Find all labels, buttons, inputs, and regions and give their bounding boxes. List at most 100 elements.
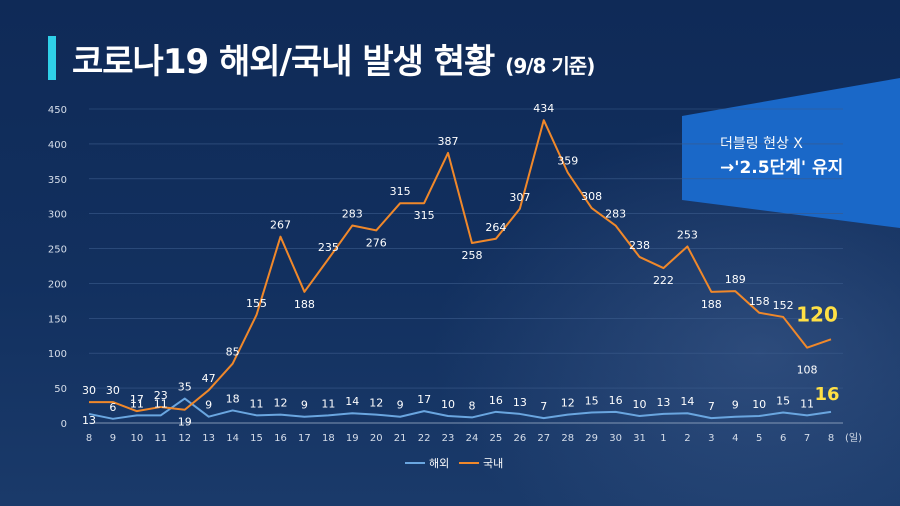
data-label-overseas: 17 — [417, 393, 431, 406]
banner-line-2: →'2.5단계' 유지 — [720, 158, 844, 178]
data-label-overseas: 11 — [130, 397, 144, 410]
data-label-domestic: 283 — [605, 208, 626, 221]
data-label-domestic: 189 — [725, 273, 746, 286]
x-tick-label: 21 — [394, 433, 407, 444]
data-label-domestic: 253 — [677, 228, 698, 241]
data-label-domestic: 267 — [270, 219, 291, 232]
y-tick-label: 450 — [48, 105, 67, 116]
data-label-overseas: 14 — [680, 395, 694, 408]
banner-shape — [682, 78, 900, 228]
data-label-overseas: 7 — [540, 400, 547, 413]
x-tick-label: 13 — [202, 433, 215, 444]
data-label-domestic: 188 — [701, 298, 722, 311]
x-tick-label: 28 — [561, 433, 574, 444]
data-label-overseas: 16 — [609, 394, 623, 407]
y-tick-label: 250 — [48, 245, 67, 256]
x-tick-label: 18 — [322, 433, 335, 444]
x-tick-label: 30 — [609, 433, 622, 444]
data-label-domestic: 238 — [629, 239, 650, 252]
data-label-overseas: 13 — [513, 396, 527, 409]
data-label-overseas: 11 — [321, 397, 335, 410]
data-label-domestic: 264 — [485, 221, 506, 234]
data-label-domestic: 155 — [246, 297, 267, 310]
x-tick-label: 22 — [418, 433, 431, 444]
y-tick-label: 0 — [61, 419, 67, 430]
series-line-overseas — [88, 397, 832, 420]
x-tick-label: 26 — [513, 433, 526, 444]
data-label-overseas: 7 — [708, 400, 715, 413]
title-accent-bar — [48, 36, 56, 80]
x-tick-label: 1 — [660, 433, 666, 444]
y-tick-label: 300 — [48, 210, 67, 221]
data-label-overseas: 9 — [397, 399, 404, 412]
x-tick-label: 6 — [780, 433, 786, 444]
x-tick-label: 9 — [110, 433, 116, 444]
legend-label-overseas: 해외 — [429, 456, 449, 470]
x-tick-label: 5 — [756, 433, 762, 444]
x-tick-label: 4 — [732, 433, 738, 444]
data-label-domestic: 315 — [414, 209, 435, 222]
x-tick-label: 12 — [178, 433, 191, 444]
x-tick-label: 20 — [370, 433, 383, 444]
x-tick-label: 31 — [633, 433, 646, 444]
x-tick-label: 29 — [585, 433, 598, 444]
series-line-domestic — [89, 119, 832, 413]
x-tick-label: 14 — [226, 433, 239, 444]
x-tick-label: 16 — [274, 433, 287, 444]
x-tick-label: 8 — [86, 433, 92, 444]
x-tick-label: 2 — [684, 433, 690, 444]
data-label-domestic: 158 — [749, 295, 770, 308]
data-label-domestic: 19 — [178, 416, 192, 429]
legend-label-domestic: 국내 — [483, 457, 503, 470]
y-tick-label: 150 — [48, 314, 67, 325]
data-label-overseas: 11 — [250, 397, 264, 410]
data-label-overseas: 10 — [752, 398, 766, 411]
data-label-domestic: 23 — [154, 389, 168, 402]
x-tick-label: 27 — [537, 433, 550, 444]
data-label-domestic: 47 — [202, 372, 216, 385]
data-label-overseas: 8 — [468, 399, 475, 412]
data-label-domestic: 434 — [533, 102, 554, 115]
data-label-overseas: 12 — [369, 397, 383, 410]
title-text: 코로나19 해외/국내 발생 현황 — [72, 42, 495, 82]
data-label-overseas: 9 — [205, 399, 212, 412]
data-label-overseas: 14 — [345, 395, 359, 408]
data-label-overseas: 9 — [301, 399, 308, 412]
x-tick-label: 19 — [346, 433, 359, 444]
x-tick-label: 24 — [466, 433, 479, 444]
page-title: 코로나19 해외/국내 발생 현황 (9/8 기준) — [72, 34, 595, 83]
data-label-domestic: 30 — [106, 384, 120, 397]
data-label-domestic: 387 — [438, 135, 459, 148]
data-label-overseas: 13 — [656, 396, 670, 409]
data-label-overseas: 18 — [226, 392, 240, 405]
data-label-domestic: 315 — [390, 185, 411, 198]
y-tick-label: 100 — [48, 349, 67, 360]
data-label-overseas: 13 — [82, 414, 96, 427]
x-tick-label: 25 — [490, 433, 503, 444]
data-label-domestic: 85 — [226, 346, 240, 359]
data-label-overseas: 15 — [585, 395, 599, 408]
data-label-domestic: 235 — [318, 241, 339, 254]
x-tick-label: 8 — [828, 433, 834, 444]
data-label-overseas: 10 — [441, 398, 455, 411]
data-label-overseas: 12 — [561, 397, 575, 410]
data-label-overseas: 11 — [800, 397, 814, 410]
data-label-domestic: 30 — [82, 384, 96, 397]
highlight-domestic-value: 120 — [796, 302, 838, 326]
data-label-domestic: 283 — [342, 208, 363, 221]
data-label-overseas: 16 — [489, 394, 503, 407]
data-label-overseas: 12 — [273, 397, 287, 410]
data-label-domestic: 17 — [130, 393, 144, 406]
x-tick-label: 7 — [804, 433, 810, 444]
y-tick-label: 400 — [48, 140, 67, 151]
data-label-overseas: 10 — [633, 398, 647, 411]
x-tick-label: 17 — [298, 433, 311, 444]
data-label-domestic: 359 — [557, 154, 578, 167]
title-date-note: (9/8 기준) — [505, 54, 595, 78]
data-label-overseas: 11 — [154, 397, 168, 410]
data-label-domestic: 108 — [797, 364, 818, 377]
y-tick-label: 50 — [54, 384, 67, 395]
data-label-overseas: 15 — [776, 395, 790, 408]
highlight-overseas-value: 16 — [814, 384, 839, 405]
